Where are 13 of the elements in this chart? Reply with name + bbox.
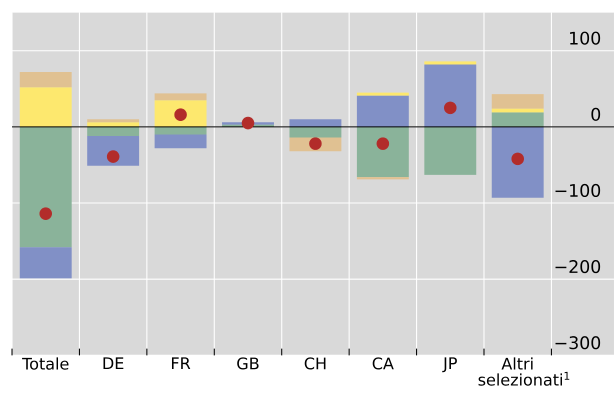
x-tick-label: Totale	[22, 357, 68, 370]
y-tick-label: 100	[570, 32, 600, 45]
x-tick-label: FR	[172, 357, 190, 370]
x-tick-label: DE	[104, 357, 124, 370]
y-tick-label: −100	[556, 184, 600, 197]
x-tick-label: GB	[237, 357, 259, 370]
y-tick-label: 0	[591, 108, 600, 121]
x-tick-label: Altri selezionati$^{1}$	[478, 357, 570, 386]
x-tick-label: CA	[372, 357, 394, 370]
x-tick-label: CH	[304, 357, 326, 370]
y-tick-label: −300	[556, 336, 600, 350]
y-tick-label: −200	[556, 260, 600, 274]
x-tick-label: JP	[442, 357, 457, 372]
